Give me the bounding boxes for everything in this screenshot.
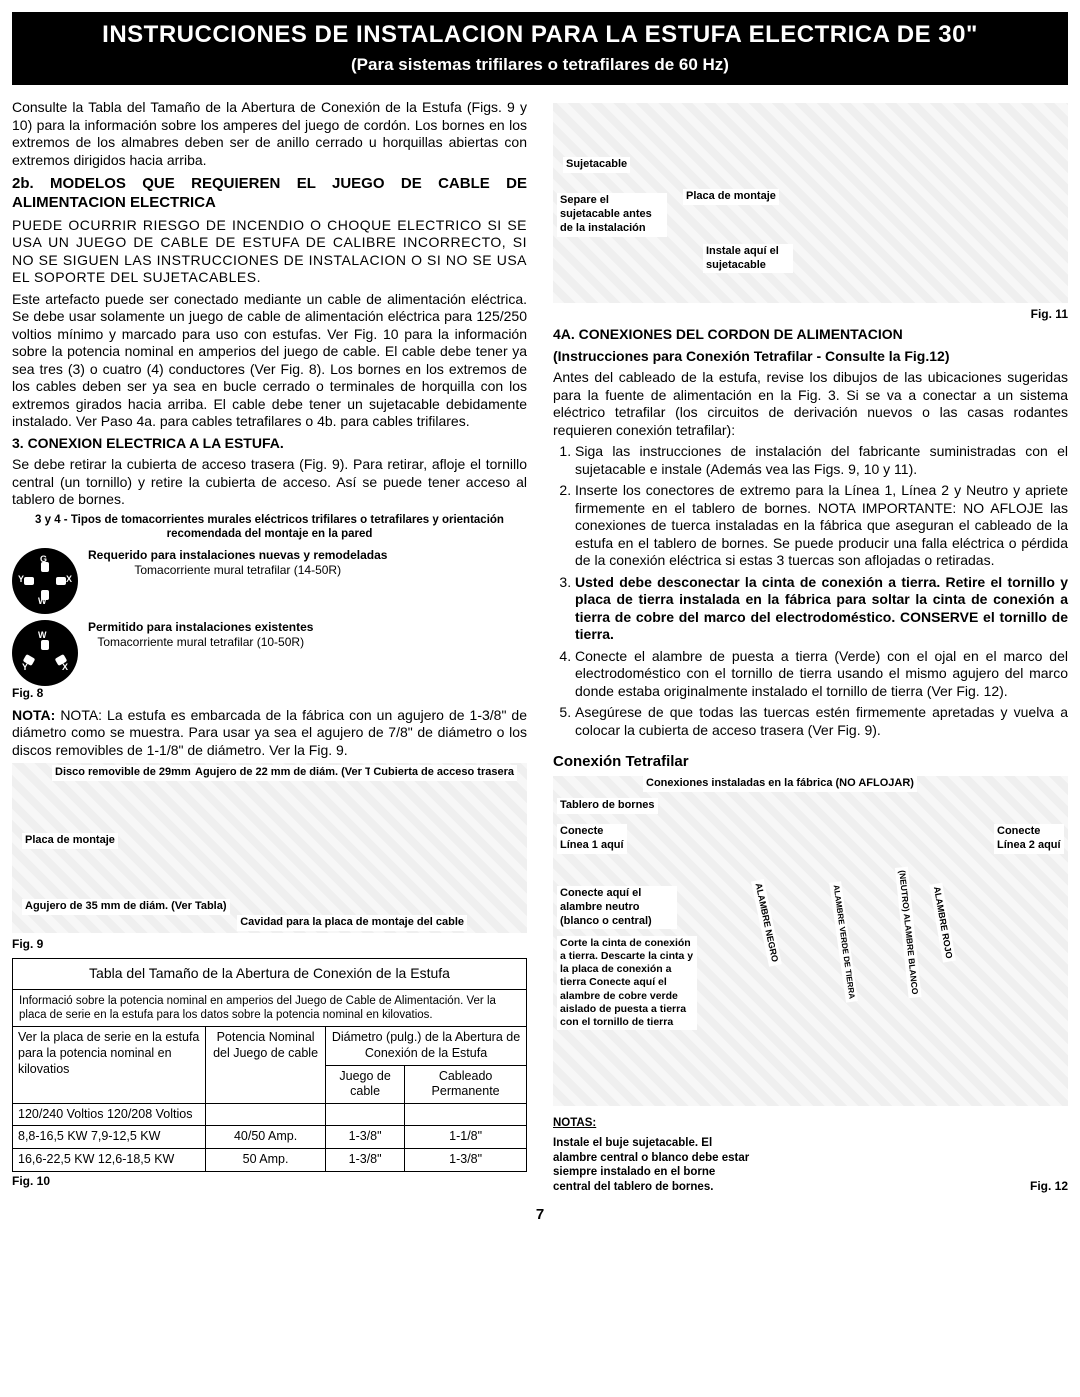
page-number: 7 bbox=[12, 1206, 1068, 1225]
r2c3: 1-3/8" bbox=[326, 1149, 405, 1172]
th3: Diámetro (pulg.) de la Abertura de Conex… bbox=[326, 1027, 527, 1065]
th2: Potencia Nominal del Juego de cable bbox=[206, 1027, 326, 1104]
step-1: Siga las instrucciones de instalación de… bbox=[575, 443, 1068, 478]
outlet-text-1: Requerido para instalaciones nuevas y re… bbox=[88, 548, 387, 578]
sec3-body: Se debe retirar la cubierta de acceso tr… bbox=[12, 456, 527, 509]
sec3-title: 3. CONEXION ELECTRICA A LA ESTUFA. bbox=[12, 435, 527, 453]
fig10-label: Fig. 10 bbox=[12, 1174, 527, 1189]
fig9-label: Fig. 9 bbox=[12, 937, 527, 952]
sh1: 120/240 Voltios 120/208 Voltios bbox=[13, 1103, 206, 1126]
fig11-label: Fig. 11 bbox=[553, 307, 1068, 322]
sec2b-warning: PUEDE OCURRIR RIESGO DE INCENDIO O CHOQU… bbox=[12, 217, 527, 287]
sec4a-title: 4A. CONEXIONES DEL CORDON DE ALIMENTACIO… bbox=[553, 326, 1068, 344]
fig12-diagram: Conexiones instaladas en la fábrica (NO … bbox=[553, 776, 1068, 1106]
r2c2: 50 Amp. bbox=[206, 1149, 326, 1172]
right-column: Sujetacable Separe el sujetacable antes … bbox=[553, 99, 1068, 1194]
page-header: INSTRUCCIONES DE INSTALACION PARA LA EST… bbox=[12, 12, 1068, 85]
header-title: INSTRUCCIONES DE INSTALACION PARA LA EST… bbox=[18, 20, 1062, 50]
connex-title: Conexión Tetrafilar bbox=[553, 753, 1068, 772]
fig8-label: Fig. 8 bbox=[12, 686, 527, 701]
sh3b: Cableado Permanente bbox=[405, 1065, 527, 1103]
nota-text: NOTA: NOTA: La estufa es embarcada de la… bbox=[12, 707, 527, 760]
outlet-text-2: Permitido para instalaciones existentes … bbox=[88, 620, 313, 650]
outlet-block-1: G Y X W Requerido para instalaciones nue… bbox=[12, 548, 527, 614]
table-title: Tabla del Tamaño de la Abertura de Conex… bbox=[13, 959, 527, 990]
content-columns: Consulte la Tabla del Tamaño de la Abert… bbox=[12, 99, 1068, 1194]
step-4: Conecte el alambre de puesta a tierra (V… bbox=[575, 648, 1068, 701]
outlet-block-2: W Y X Permitido para instalaciones exist… bbox=[12, 620, 527, 686]
r1c1: 8,8-16,5 KW 7,9-12,5 KW bbox=[13, 1126, 206, 1149]
sec4a-sub: (Instrucciones para Conexión Tetrafilar … bbox=[553, 348, 1068, 366]
th1: Ver la placa de serie en la estufa para … bbox=[13, 1027, 206, 1104]
r2c4: 1-3/8" bbox=[405, 1149, 527, 1172]
notes-body: Instale el buje sujetacable. El alambre … bbox=[553, 1136, 753, 1194]
outlet-icon-1450r: G Y X W bbox=[12, 548, 78, 614]
sec2b-body: Este artefacto puede ser conectado media… bbox=[12, 291, 527, 431]
outlet-caption: 3 y 4 - Tipos de tomacorrientes murales … bbox=[12, 513, 527, 542]
notes-block: NOTAS: Instale el buje sujetacable. El a… bbox=[553, 1110, 753, 1194]
steps-list: Siga las instrucciones de instalación de… bbox=[553, 443, 1068, 739]
header-subtitle: (Para sistemas trifilares o tetrafilares… bbox=[18, 54, 1062, 75]
sh3a: Juego de cable bbox=[326, 1065, 405, 1103]
sec2b-title: 2b. MODELOS QUE REQUIEREN EL JUEGO DE CA… bbox=[12, 175, 527, 213]
notes-title: NOTAS: bbox=[553, 1116, 753, 1130]
sec4a-intro: Antes del cableado de la estufa, revise … bbox=[553, 369, 1068, 439]
fig11-diagram: Sujetacable Separe el sujetacable antes … bbox=[553, 103, 1068, 303]
r2c1: 16,6-22,5 KW 12,6-18,5 KW bbox=[13, 1149, 206, 1172]
step-2: Inserte los conectores de extremo para l… bbox=[575, 482, 1068, 570]
fig9-diagram: Disco removible de 29mm de diám. (Ver Ta… bbox=[12, 763, 527, 933]
r1c4: 1-1/8" bbox=[405, 1126, 527, 1149]
table-note: Informació sobre la potencia nominal en … bbox=[13, 989, 527, 1027]
step-3: Usted debe desconectar la cinta de conex… bbox=[575, 574, 1068, 644]
r1c2: 40/50 Amp. bbox=[206, 1126, 326, 1149]
fig12-label: Fig. 12 bbox=[1030, 1179, 1068, 1194]
intro-text: Consulte la Tabla del Tamaño de la Abert… bbox=[12, 99, 527, 169]
connection-table: Tabla del Tamaño de la Abertura de Conex… bbox=[12, 958, 527, 1172]
outlet-icon-1050r: W Y X bbox=[12, 620, 78, 686]
step-5: Asegúrese de que todas las tuercas estén… bbox=[575, 704, 1068, 739]
r1c3: 1-3/8" bbox=[326, 1126, 405, 1149]
left-column: Consulte la Tabla del Tamaño de la Abert… bbox=[12, 99, 527, 1194]
